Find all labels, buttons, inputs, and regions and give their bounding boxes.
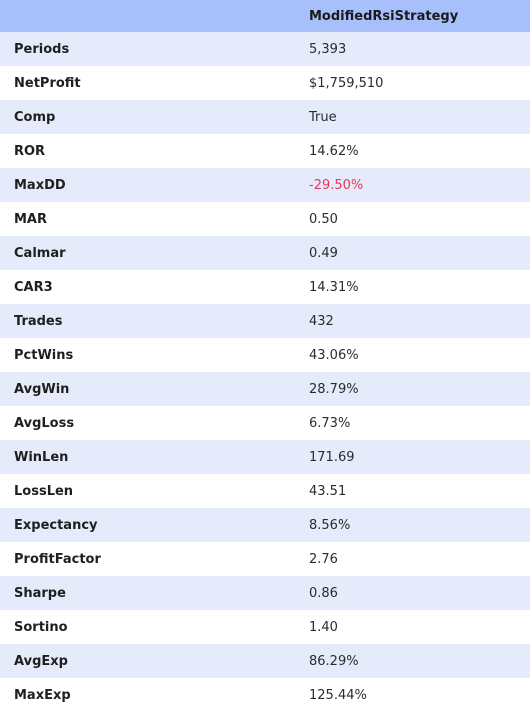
metric-value: 5,393 <box>309 41 347 57</box>
metric-value: 125.44% <box>309 687 367 703</box>
table-row: NetProfit $1,759,510 <box>0 66 530 100</box>
table-row: Calmar 0.49 <box>0 236 530 270</box>
metric-label: Sortino <box>14 619 68 635</box>
table-row: CAR3 14.31% <box>0 270 530 304</box>
metric-value: 14.31% <box>309 279 359 295</box>
metric-value: 86.29% <box>309 653 359 669</box>
table-row: Periods 5,393 <box>0 32 530 66</box>
metric-value: 1.40 <box>309 619 338 635</box>
metric-label: Sharpe <box>14 585 66 601</box>
metric-label: AvgLoss <box>14 415 75 431</box>
metric-label: LossLen <box>14 483 74 499</box>
metric-value: True <box>309 109 337 125</box>
metric-value: 8.56% <box>309 517 351 533</box>
metric-value: 432 <box>309 313 334 329</box>
table-row: LossLen 43.51 <box>0 474 530 508</box>
metric-label: WinLen <box>14 449 69 465</box>
table-row: Expectancy 8.56% <box>0 508 530 542</box>
metric-label: AvgExp <box>14 653 68 669</box>
table-row: MaxExp 125.44% <box>0 678 530 712</box>
table-row: WinLen 171.69 <box>0 440 530 474</box>
metric-value: 6.73% <box>309 415 351 431</box>
table-row: AvgLoss 6.73% <box>0 406 530 440</box>
metric-label: Trades <box>14 313 63 329</box>
header-row: ModifiedRsiStrategy <box>0 0 530 32</box>
metric-label: ROR <box>14 143 46 159</box>
metric-value: 14.62% <box>309 143 359 159</box>
metric-label: NetProfit <box>14 75 81 91</box>
table-row: PctWins 43.06% <box>0 338 530 372</box>
metric-label: MaxDD <box>14 177 66 193</box>
table-body: Periods 5,393 NetProfit $1,759,510 Comp Tru… <box>0 32 530 712</box>
table-row: MaxDD -29.50% <box>0 168 530 202</box>
table-row: Trades 432 <box>0 304 530 338</box>
table-row: ProfitFactor 2.76 <box>0 542 530 576</box>
metric-value: 28.79% <box>309 381 359 397</box>
metric-label: AvgWin <box>14 381 70 397</box>
table-row: ROR 14.62% <box>0 134 530 168</box>
metric-value: $1,759,510 <box>309 75 384 91</box>
metric-label: MaxExp <box>14 687 71 703</box>
metric-value: 43.51 <box>309 483 347 499</box>
metric-label: Calmar <box>14 245 66 261</box>
table-row: Sortino 1.40 <box>0 610 530 644</box>
table-row: MAR 0.50 <box>0 202 530 236</box>
metric-value: 0.86 <box>309 585 338 601</box>
table-row: AvgWin 28.79% <box>0 372 530 406</box>
metric-label: Comp <box>14 109 56 125</box>
metric-label: Periods <box>14 41 70 57</box>
metric-label: PctWins <box>14 347 74 363</box>
metric-value: 43.06% <box>309 347 359 363</box>
metric-value: 171.69 <box>309 449 355 465</box>
metric-column-header <box>0 0 300 32</box>
table-row: AvgExp 86.29% <box>0 644 530 678</box>
metric-value-negative: -29.50% <box>309 177 364 193</box>
metric-label: CAR3 <box>14 279 53 295</box>
metric-label: Expectancy <box>14 517 98 533</box>
metric-label: ProfitFactor <box>14 551 101 567</box>
table-header: ModifiedRsiStrategy <box>0 0 530 32</box>
table-row: Comp True <box>0 100 530 134</box>
strategy-column-header: ModifiedRsiStrategy <box>309 8 459 24</box>
metric-value: 0.49 <box>309 245 338 261</box>
table-row: Sharpe 0.86 <box>0 576 530 610</box>
metric-value: 2.76 <box>309 551 338 567</box>
metric-value: 0.50 <box>309 211 338 227</box>
metric-label: MAR <box>14 211 48 227</box>
